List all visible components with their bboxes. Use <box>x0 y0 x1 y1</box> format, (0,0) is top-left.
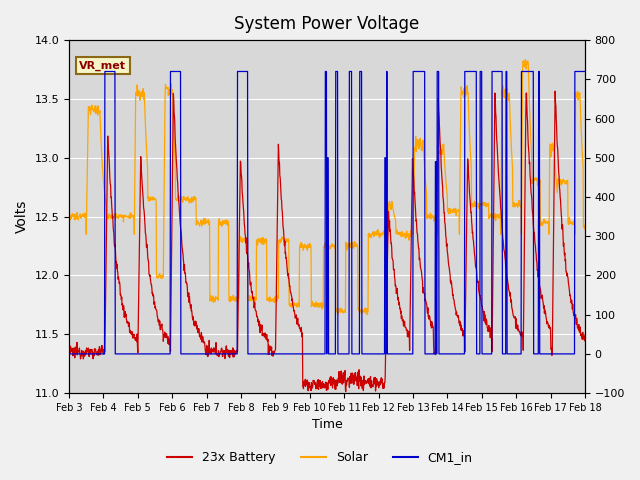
Title: System Power Voltage: System Power Voltage <box>234 15 420 33</box>
Y-axis label: Volts: Volts <box>15 200 29 233</box>
Text: VR_met: VR_met <box>79 60 126 71</box>
Legend: 23x Battery, Solar, CM1_in: 23x Battery, Solar, CM1_in <box>163 446 477 469</box>
X-axis label: Time: Time <box>312 419 342 432</box>
